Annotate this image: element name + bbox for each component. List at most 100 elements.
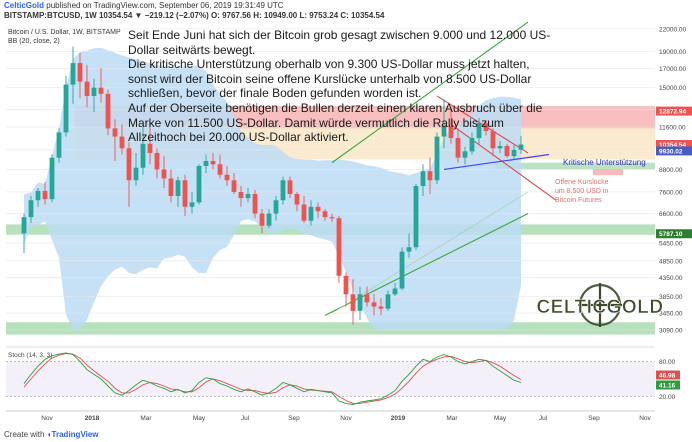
candle-body [70, 63, 76, 85]
price-tick-label: 15000.00 [659, 85, 686, 92]
candle-body [203, 160, 209, 166]
price-badge-bg [656, 106, 692, 116]
candle-body [28, 200, 34, 218]
annotation-line: Dollar seitwärts bewegt. [128, 42, 256, 57]
annotation-line: Die kritische Unterstützung oberhalb von… [128, 57, 530, 72]
price-badge-label: 12872.94 [659, 109, 686, 116]
candle-body [427, 171, 433, 181]
candle-body [497, 146, 503, 149]
candle-body [280, 180, 286, 201]
annotation-line: Marke von 11.500 US-Dollar. Damit würde … [128, 115, 504, 130]
red-channel-lower [450, 123, 557, 201]
footer-prefix: Create with [4, 430, 45, 439]
price-tick-label: 11600.00 [659, 125, 686, 132]
time-tick-label: Nov [41, 415, 53, 422]
stoch-badge-label: 46.98 [659, 373, 676, 380]
candle-body [371, 302, 377, 307]
time-tick-label: 2018 [85, 415, 100, 422]
publisher-line: CelticGold published on TradingView.com,… [4, 1, 284, 10]
chart-labels-layer: Kritische Unterstützung Offene Kurslücke u… [555, 158, 646, 204]
price-tick-label: 7600.00 [659, 189, 683, 196]
bb-indicator-label[interactable]: BB (20, close, 2) [8, 38, 60, 45]
price-badge-label: 9930.02 [659, 148, 683, 155]
price-axis-bg [655, 20, 692, 364]
stoch-tick-label: 20.00 [659, 394, 676, 401]
stoch-badge-bg [656, 370, 680, 380]
symbol-line: BITSTAMP:BTCUSD, 1W 10354.54 ▼ −219.12 (… [4, 11, 385, 20]
candle-body [63, 84, 69, 133]
candle-body [126, 148, 132, 181]
candle-body [504, 146, 510, 157]
price-badge-bg [656, 139, 692, 149]
candle-body [441, 125, 447, 137]
green-channel-upper [331, 21, 529, 164]
candle-body [399, 251, 405, 289]
candle-body [406, 247, 412, 252]
candle-body [238, 191, 244, 199]
candle-body [336, 218, 342, 276]
candle-body [91, 87, 97, 97]
candle-body [105, 93, 111, 129]
candle-body [490, 131, 496, 149]
candle-body [357, 294, 363, 311]
candle-body [231, 180, 237, 192]
price-axis-layer: 22000.0019000.0017000.0015000.0013000.00… [655, 20, 692, 364]
tradingview-icon: ◖ [46, 430, 52, 439]
candle-body [448, 125, 454, 139]
candle-body [77, 63, 83, 82]
candle-body [273, 200, 279, 214]
candle-body [301, 204, 307, 221]
time-tick-label: Jul [539, 415, 548, 422]
candle-body [315, 206, 321, 212]
price-tick-label: 3450.00 [659, 311, 683, 318]
bollinger-band [24, 47, 521, 330]
candle-body [434, 136, 440, 181]
candle-body [469, 138, 475, 152]
price-badge-label: 10354.54 [659, 142, 686, 149]
logo-wordmark: CELTICGOLD [536, 297, 663, 318]
candle-body [518, 144, 524, 150]
green-channel-mid [331, 191, 529, 314]
stoch-badge-label: 41.16 [659, 383, 676, 390]
stoch-tick-label: 80.00 [659, 359, 676, 366]
candle-body [147, 143, 153, 153]
candle-body [189, 202, 195, 207]
annotation-line: schließen, bevor der finale Boden gefund… [128, 86, 422, 101]
candle-body [154, 152, 160, 170]
time-tick-label: Sep [288, 415, 300, 422]
footer: Create with ◖TradingView [4, 430, 99, 439]
stochastic-pane: Stoch (14, 3, 3) 80.00 20.00 46.98 41.16 [6, 346, 692, 411]
footer-brand[interactable]: TradingView [51, 430, 99, 439]
critical-support-line [443, 153, 550, 171]
candle-body [462, 151, 468, 158]
candle-body [168, 178, 174, 197]
candle-body [392, 288, 398, 295]
candle-body [343, 275, 349, 295]
price-tick-label: 4350.00 [659, 275, 683, 282]
candle-body [455, 138, 461, 158]
candle-body [196, 165, 202, 203]
annotation-line: sonst wird der Bitcoin seine offene Kurs… [128, 71, 532, 86]
gap-label-line: Offene Kurslücke [555, 179, 609, 186]
candle-body [161, 169, 167, 179]
price-badge-bg [656, 146, 692, 156]
price-tick-label: 3090.00 [659, 328, 683, 335]
candles-layer [21, 46, 524, 325]
candle-body [112, 128, 118, 137]
candle-body [511, 149, 517, 157]
gap-label-line: um 8.500 USD in [555, 188, 608, 195]
time-tick-label: Mar [446, 415, 458, 422]
time-tick-label: Sep [588, 415, 600, 422]
open-gap-box [593, 169, 623, 176]
candle-body [210, 160, 216, 165]
support-zone-upper [495, 162, 655, 170]
support-zone-bottom [6, 322, 655, 335]
candle-body [84, 81, 90, 97]
candle-body [322, 211, 328, 218]
publisher-brand[interactable]: CelticGold [4, 1, 45, 10]
time-tick-label: Nov [340, 415, 352, 422]
candle-body [378, 306, 384, 309]
time-tick-label: May [193, 415, 206, 422]
